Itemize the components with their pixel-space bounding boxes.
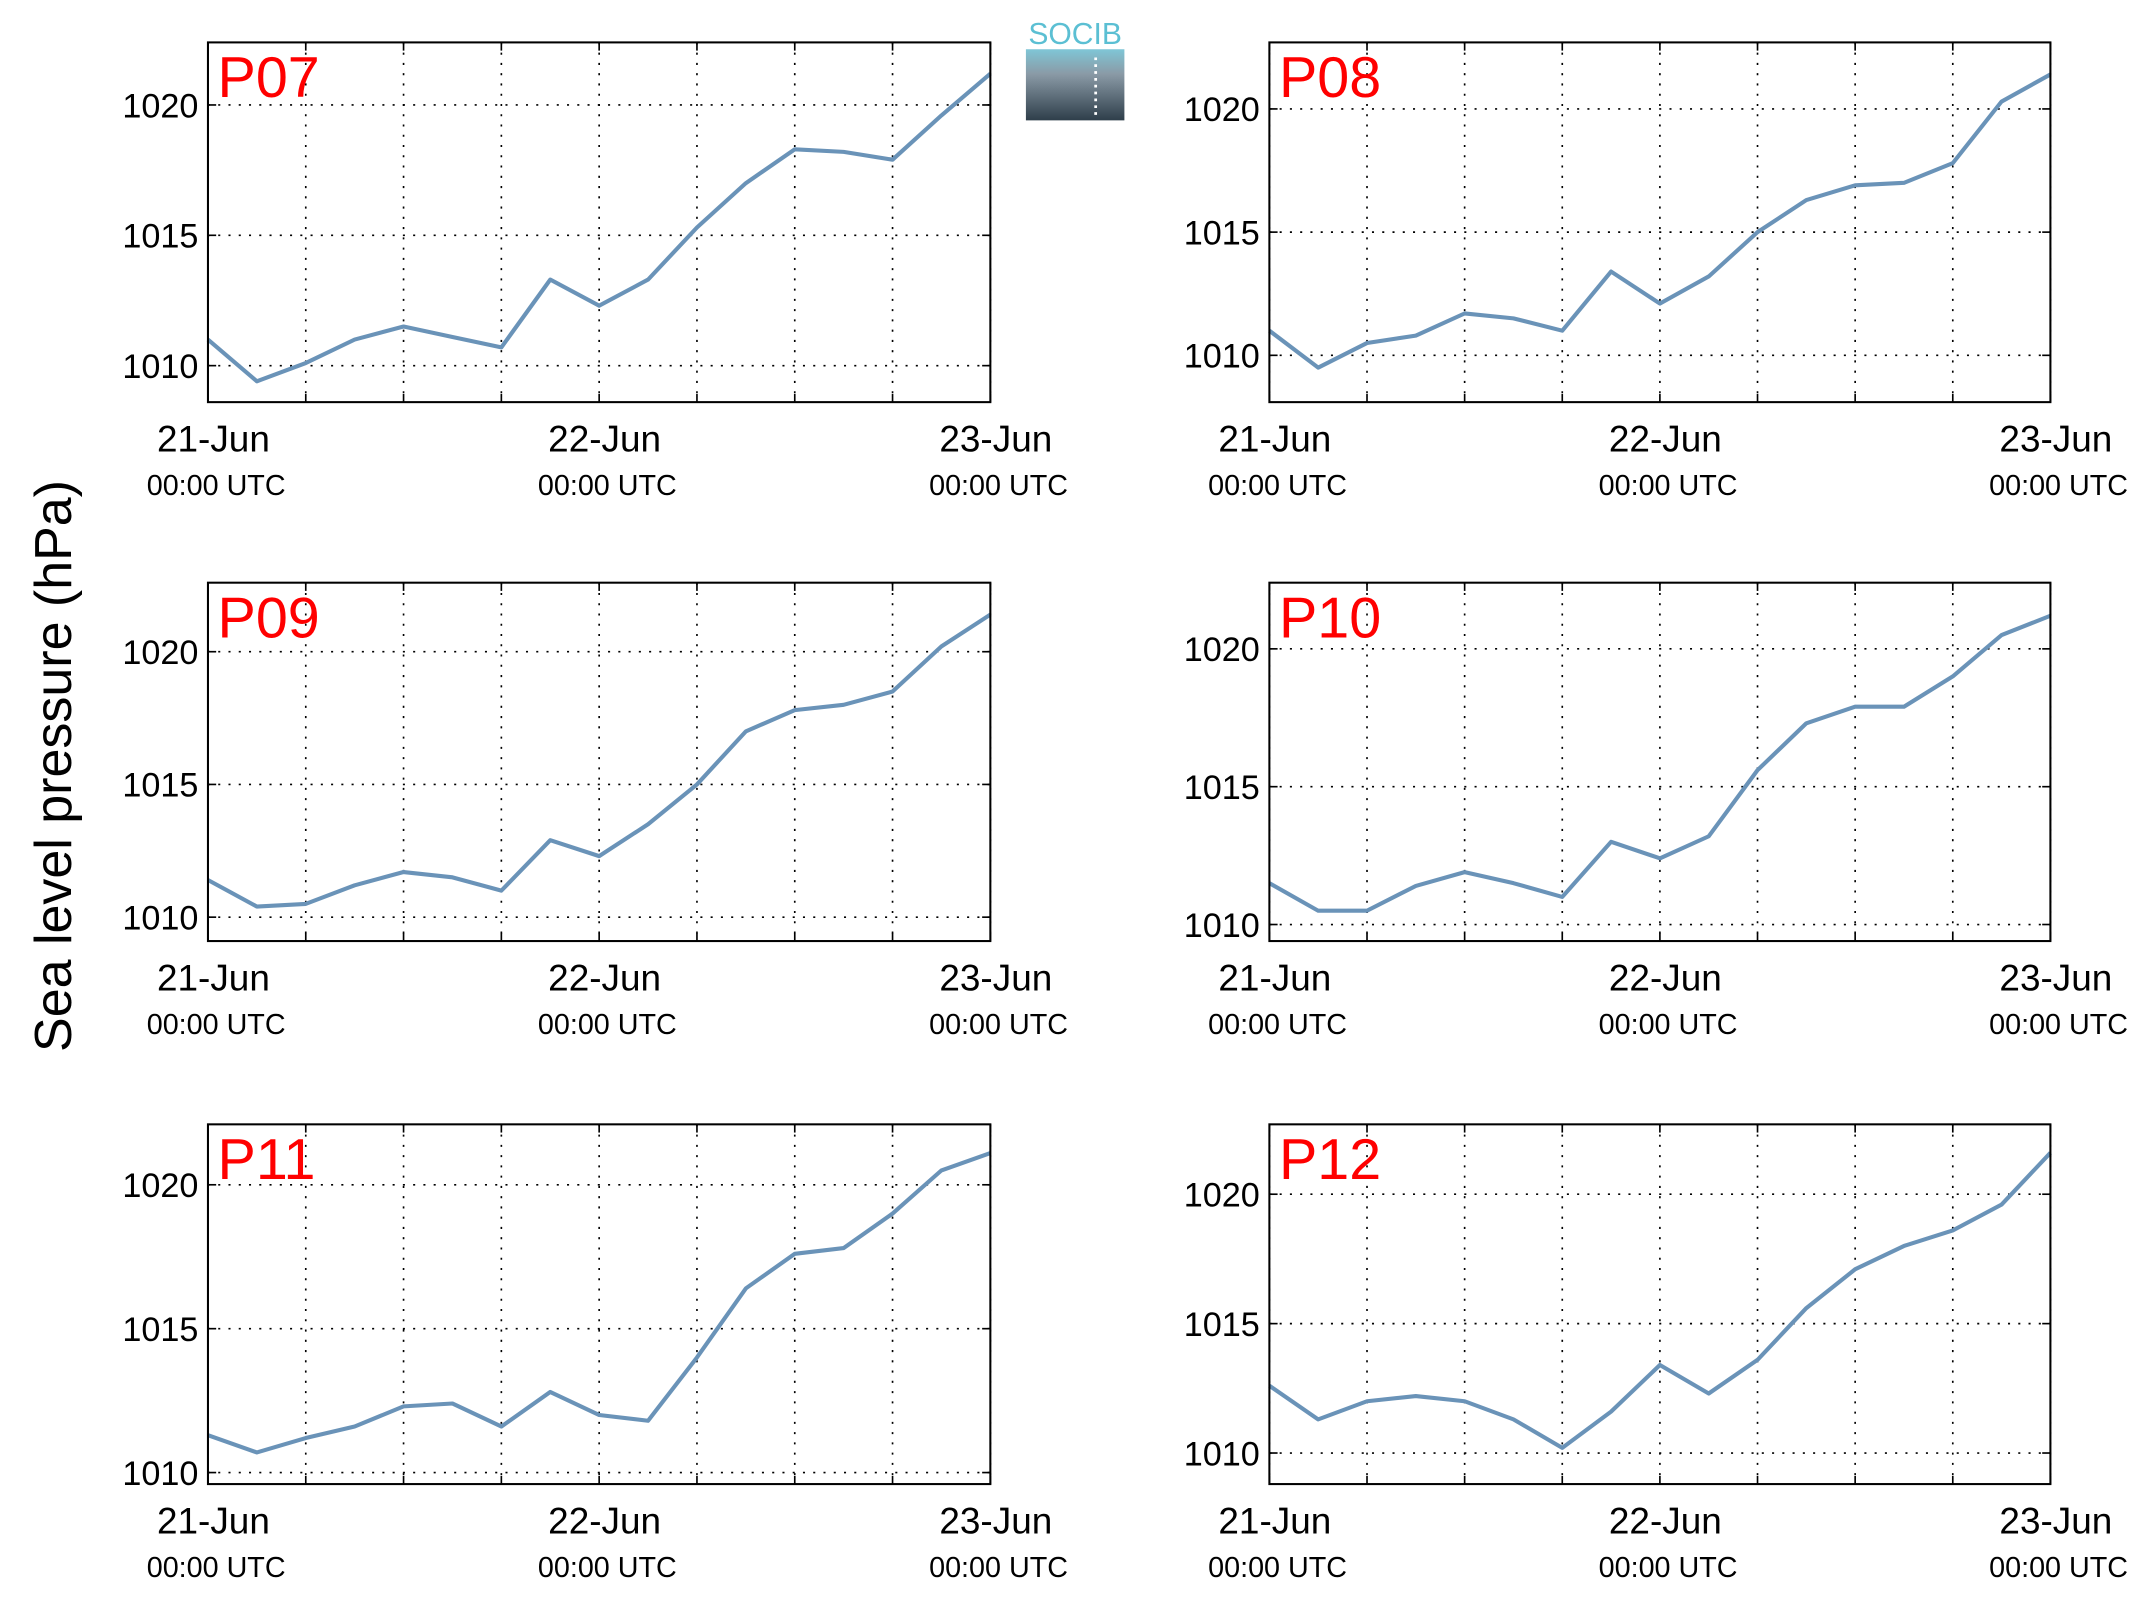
x-tick-label: 23-Jun (1999, 1500, 2112, 1541)
y-tick-label: 1010 (1184, 338, 1260, 376)
y-tick-label: 1010 (122, 899, 198, 937)
y-tick-label: 1020 (1184, 91, 1260, 129)
data-line (206, 72, 992, 384)
y-tick-label: 1020 (122, 634, 198, 672)
y-tick-label: 1015 (1184, 1306, 1260, 1344)
x-tick-label: 21-Jun (157, 418, 270, 459)
plot-area (207, 42, 991, 403)
plot-area (1269, 1124, 2051, 1485)
x-tick-sublabel: 00:00 UTC (1989, 1009, 2128, 1041)
axes-frame (1268, 1123, 2052, 1486)
y-tick-label: 1010 (122, 1455, 198, 1493)
x-tick-sublabel: 00:00 UTC (1208, 1552, 1347, 1584)
y-tick-label: 1015 (1184, 769, 1260, 807)
data-line (1268, 613, 2052, 913)
axes-frame (206, 1123, 992, 1486)
plot-area (1269, 582, 2051, 942)
axes-frame (1268, 581, 2052, 943)
y-tick-label: 1020 (1184, 631, 1260, 669)
axes-frame (1268, 41, 2052, 404)
panel-title: P10 (1279, 586, 1381, 650)
x-tick-label: 22-Jun (1609, 957, 1722, 998)
x-tick-label: 21-Jun (1218, 1500, 1331, 1541)
x-tick-sublabel: 00:00 UTC (147, 1009, 286, 1041)
x-tick-sublabel: 00:00 UTC (1208, 1009, 1347, 1041)
x-tick-sublabel: 00:00 UTC (929, 1009, 1068, 1041)
axes-frame (206, 41, 992, 404)
logo-text: SOCIB (1028, 18, 1122, 51)
axes-frame (206, 581, 992, 943)
x-tick-sublabel: 00:00 UTC (929, 470, 1068, 502)
x-tick-label: 21-Jun (157, 1500, 270, 1541)
data-line (206, 612, 992, 909)
data-line (1268, 72, 2052, 370)
panel-title: P08 (1279, 46, 1381, 110)
y-axis-label: Sea level pressure (hPa) (25, 480, 83, 1052)
x-tick-sublabel: 00:00 UTC (538, 1009, 677, 1041)
x-tick-label: 22-Jun (548, 957, 661, 998)
x-tick-label: 22-Jun (548, 1500, 661, 1541)
x-tick-label: 23-Jun (939, 957, 1052, 998)
x-tick-label: 21-Jun (1218, 957, 1331, 998)
x-tick-sublabel: 00:00 UTC (929, 1552, 1068, 1584)
x-tick-label: 23-Jun (1999, 418, 2112, 459)
x-tick-label: 23-Jun (1999, 957, 2112, 998)
x-tick-sublabel: 00:00 UTC (1599, 1552, 1738, 1584)
y-tick-label: 1010 (122, 348, 198, 386)
x-tick-label: 23-Jun (939, 1500, 1052, 1541)
y-tick-label: 1015 (1184, 214, 1260, 252)
data-line (1268, 1151, 2052, 1450)
x-tick-sublabel: 00:00 UTC (147, 1552, 286, 1584)
x-tick-label: 23-Jun (939, 418, 1052, 459)
data-line (207, 1151, 992, 1455)
x-tick-sublabel: 00:00 UTC (1599, 470, 1738, 502)
x-tick-label: 22-Jun (1609, 1500, 1722, 1541)
x-tick-label: 22-Jun (1609, 418, 1722, 459)
y-tick-label: 1020 (1184, 1177, 1260, 1215)
y-tick-label: 1010 (1184, 907, 1260, 945)
y-tick-label: 1010 (1184, 1435, 1260, 1473)
y-tick-label: 1015 (122, 218, 198, 256)
logo-box (1025, 49, 1125, 121)
x-tick-sublabel: 00:00 UTC (538, 470, 677, 502)
panel-title: P11 (218, 1128, 316, 1192)
y-tick-label: 1015 (122, 1311, 198, 1349)
panel-title: P07 (218, 46, 320, 110)
panel-title: P09 (218, 586, 320, 650)
panel-title: P12 (1279, 1128, 1381, 1192)
x-tick-sublabel: 00:00 UTC (1989, 470, 2128, 502)
plot-area (207, 1124, 991, 1485)
x-tick-label: 21-Jun (1218, 418, 1331, 459)
y-tick-label: 1015 (122, 767, 198, 805)
x-tick-label: 21-Jun (157, 957, 270, 998)
plot-area (1269, 42, 2051, 403)
y-tick-label: 1020 (122, 87, 198, 125)
x-tick-sublabel: 00:00 UTC (147, 470, 286, 502)
x-tick-label: 22-Jun (548, 418, 661, 459)
x-tick-sublabel: 00:00 UTC (1989, 1552, 2128, 1584)
y-tick-label: 1020 (122, 1167, 198, 1205)
x-tick-sublabel: 00:00 UTC (1208, 470, 1347, 502)
x-tick-sublabel: 00:00 UTC (1599, 1009, 1738, 1041)
x-tick-sublabel: 00:00 UTC (538, 1552, 677, 1584)
plot-area (207, 582, 991, 942)
